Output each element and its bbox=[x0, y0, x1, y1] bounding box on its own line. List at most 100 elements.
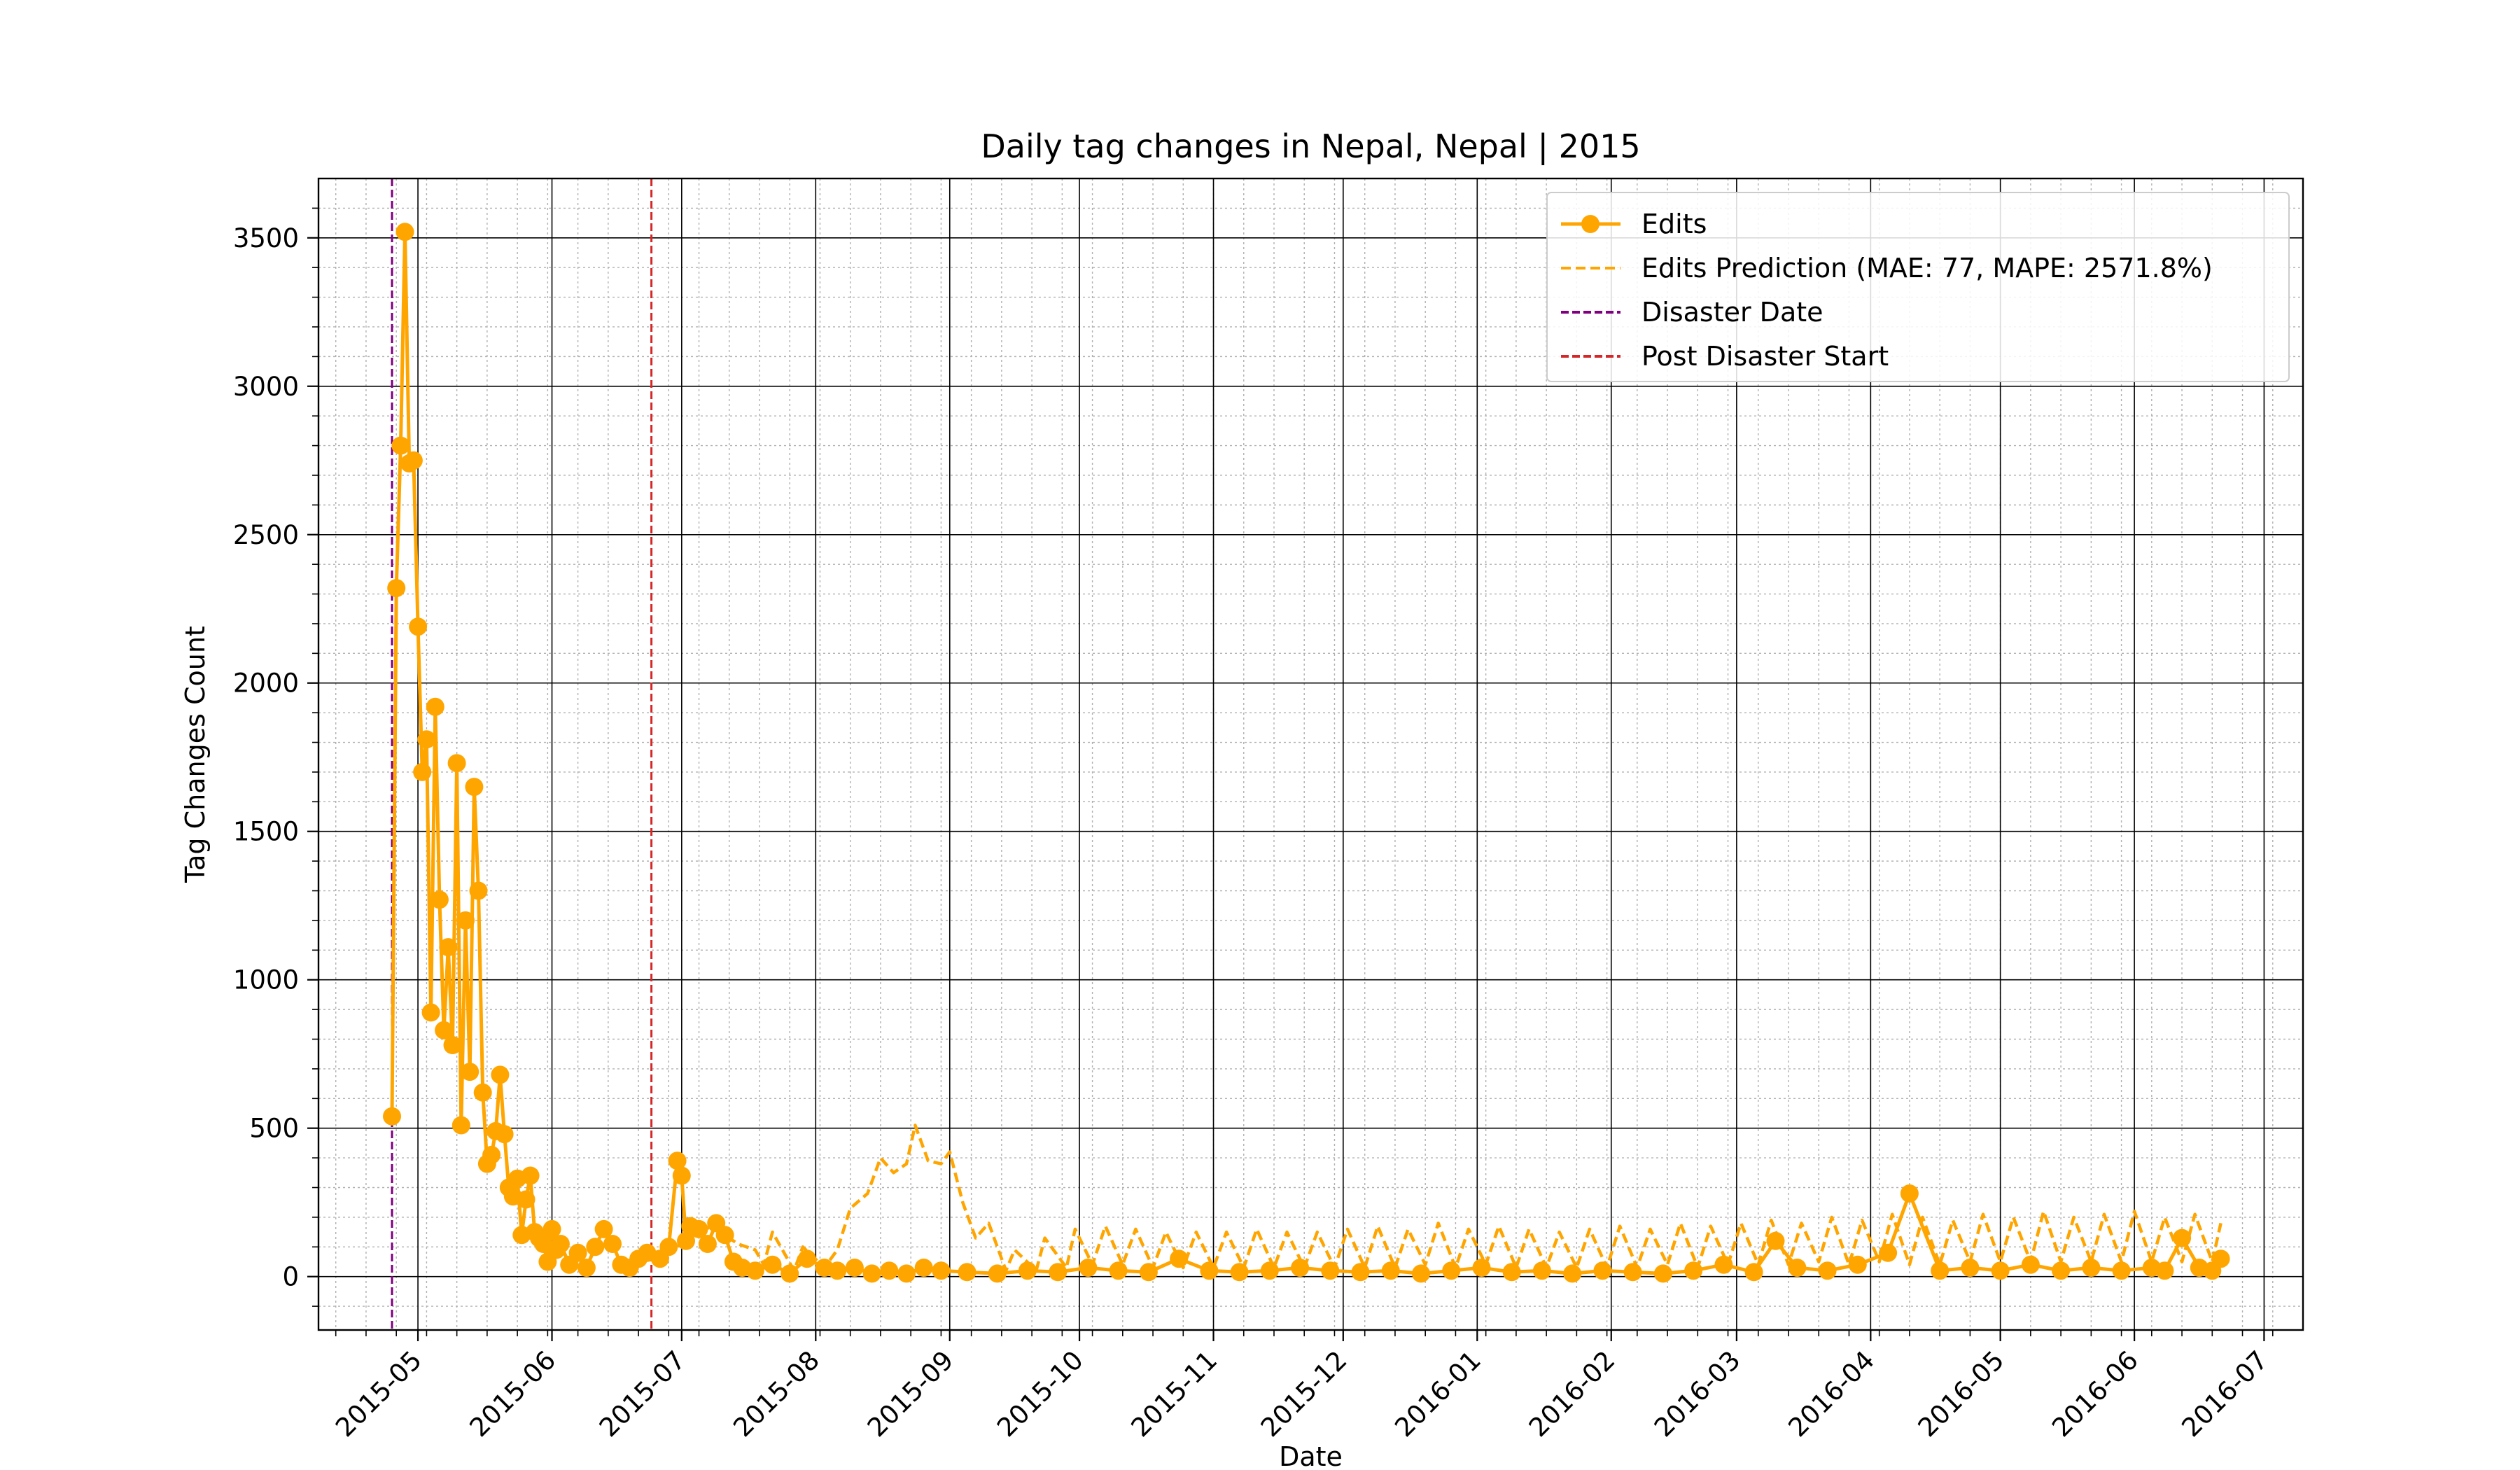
legend-box bbox=[1546, 192, 2290, 382]
legend-post-disaster-start-label: Post Disaster Start bbox=[1642, 341, 1889, 372]
edits-point bbox=[473, 1083, 492, 1102]
edits-point bbox=[456, 911, 475, 930]
y-tick-label: 2500 bbox=[233, 520, 299, 550]
edits-point bbox=[409, 617, 428, 636]
x-tick-label: 2015-11 bbox=[1126, 1345, 1224, 1443]
edits-point bbox=[2082, 1259, 2101, 1277]
edits-point bbox=[1766, 1231, 1785, 1250]
edits-point bbox=[421, 1003, 440, 1022]
chart-title: Daily tag changes in Nepal, Nepal | 2015 bbox=[981, 127, 1640, 166]
edits-point bbox=[932, 1261, 951, 1280]
edits-point bbox=[668, 1152, 687, 1170]
edits-point bbox=[2021, 1255, 2040, 1274]
edits-point bbox=[763, 1255, 782, 1274]
y-tick-label: 500 bbox=[249, 1114, 299, 1144]
edits-point bbox=[1593, 1261, 1612, 1280]
edits-point bbox=[465, 778, 484, 797]
edits-point bbox=[568, 1243, 587, 1262]
edits-point bbox=[1818, 1261, 1837, 1280]
edits-point bbox=[1623, 1263, 1642, 1282]
y-tick-label: 2000 bbox=[233, 668, 299, 699]
edits-point bbox=[2052, 1261, 2071, 1280]
y-tick-label: 1500 bbox=[233, 817, 299, 847]
edits-point bbox=[690, 1219, 708, 1238]
edits-point bbox=[1381, 1261, 1400, 1280]
edits-point bbox=[1230, 1263, 1249, 1282]
x-tick-label: 2016-07 bbox=[2176, 1345, 2274, 1443]
edits-point bbox=[797, 1250, 816, 1268]
edits-point bbox=[426, 697, 444, 716]
edits-point bbox=[988, 1264, 1007, 1283]
edits-point bbox=[1442, 1261, 1461, 1280]
series-layer bbox=[383, 178, 2230, 1330]
edits-point bbox=[413, 762, 432, 781]
edits-point bbox=[828, 1261, 847, 1280]
edits-point bbox=[780, 1264, 799, 1283]
edits-point bbox=[1321, 1261, 1340, 1280]
edits-point bbox=[1744, 1263, 1763, 1282]
x-tick-label: 2015-07 bbox=[594, 1345, 692, 1443]
x-tick-label: 2015-10 bbox=[991, 1345, 1089, 1443]
y-axis-label: Tag Changes Count bbox=[180, 626, 211, 883]
edits-point bbox=[435, 1021, 454, 1040]
x-tick-label: 2015-09 bbox=[862, 1345, 960, 1443]
edits-point bbox=[1532, 1261, 1551, 1280]
edits-point bbox=[1684, 1261, 1703, 1280]
edits-point bbox=[845, 1259, 864, 1277]
edits-point bbox=[469, 881, 488, 900]
edits-point bbox=[451, 1116, 470, 1135]
edits-point bbox=[2112, 1261, 2131, 1280]
edits-point bbox=[517, 1190, 536, 1209]
edits-point bbox=[1200, 1261, 1219, 1280]
legend-edits-marker bbox=[1581, 215, 1600, 233]
edits-point bbox=[1991, 1261, 2010, 1280]
plot-frame bbox=[317, 177, 2304, 1331]
edits-point bbox=[1351, 1263, 1370, 1282]
major-grid bbox=[318, 178, 2303, 1330]
edits-point bbox=[482, 1145, 501, 1164]
edits-point bbox=[551, 1235, 570, 1253]
edits-point bbox=[443, 1036, 462, 1054]
edits-point bbox=[1879, 1243, 1898, 1262]
edits-point bbox=[1260, 1261, 1279, 1280]
edits-point bbox=[447, 754, 466, 773]
edits-point bbox=[672, 1166, 691, 1185]
edits-point bbox=[594, 1219, 613, 1238]
edits-point bbox=[2155, 1261, 2174, 1280]
x-tick-label: 2015-06 bbox=[464, 1345, 562, 1443]
edits-point bbox=[439, 938, 458, 957]
edits-point bbox=[2211, 1250, 2230, 1268]
x-tick-label: 2016-02 bbox=[1523, 1345, 1621, 1443]
y-tick-label: 3000 bbox=[233, 372, 299, 402]
edits-point bbox=[586, 1238, 605, 1256]
edits-point bbox=[542, 1219, 561, 1238]
edits-point bbox=[495, 1125, 514, 1144]
edits-point bbox=[404, 451, 423, 470]
edits-point bbox=[862, 1264, 881, 1283]
edits-point bbox=[387, 579, 406, 598]
x-tick-label: 2016-06 bbox=[2046, 1345, 2144, 1443]
prediction-line bbox=[650, 1124, 2222, 1273]
edits-point bbox=[521, 1166, 540, 1185]
edits-point bbox=[1109, 1261, 1128, 1280]
edits-point bbox=[1018, 1261, 1037, 1280]
edits-point bbox=[1653, 1264, 1672, 1283]
edits-point bbox=[491, 1065, 510, 1084]
edits-point bbox=[430, 890, 449, 909]
edits-point bbox=[1079, 1259, 1098, 1277]
edits-point bbox=[2173, 1228, 2192, 1247]
edits-point bbox=[417, 730, 436, 749]
edits-point bbox=[1139, 1263, 1158, 1282]
edits-point bbox=[1291, 1259, 1310, 1277]
edits-point bbox=[1412, 1264, 1430, 1283]
edits-point bbox=[880, 1261, 899, 1280]
legend-disaster-date-label: Disaster Date bbox=[1642, 297, 1823, 328]
edits-point bbox=[897, 1264, 916, 1283]
edits-point bbox=[1931, 1261, 1949, 1280]
edits-point bbox=[698, 1235, 717, 1253]
y-tick-label: 0 bbox=[282, 1262, 299, 1292]
edits-point bbox=[1848, 1255, 1867, 1274]
x-tick-label: 2015-08 bbox=[727, 1345, 825, 1443]
edits-line bbox=[390, 230, 2222, 1275]
